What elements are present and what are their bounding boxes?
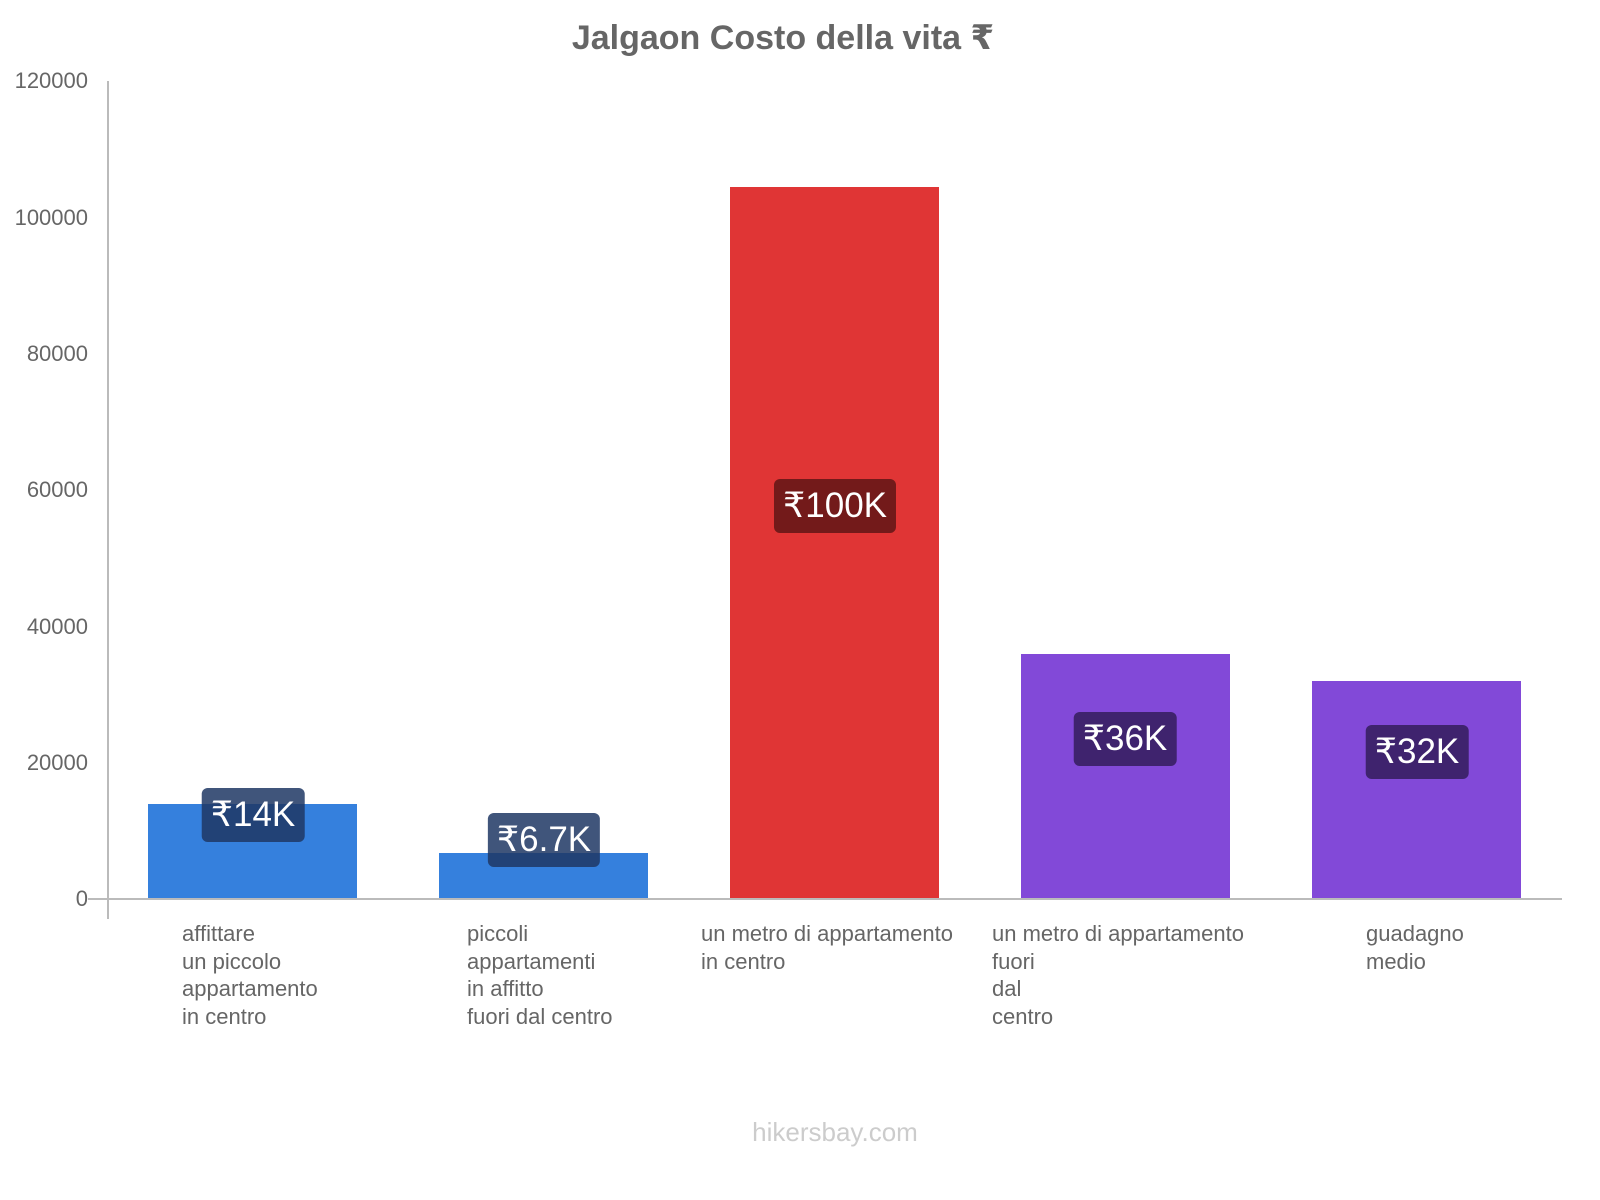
bar-value-label-3: ₹36K (1073, 712, 1177, 766)
bar-value-label-1: ₹6.7K (487, 813, 601, 867)
bar-value-label-2: ₹100K (773, 479, 897, 533)
bar-4 (1312, 680, 1521, 899)
watermark: hikersbay.com (752, 1117, 918, 1147)
x-label-3: un metro di appartamento fuori dal centr… (992, 921, 1244, 1029)
y-tick-20000: 20000 (26, 750, 88, 775)
x-label-2: un metro di appartamento in centro (701, 921, 953, 974)
y-tick-80000: 80000 (26, 341, 88, 366)
x-label-0: affittare un piccolo appartamento in cen… (182, 921, 318, 1029)
chart-title: Jalgaon Costo della vita ₹ (571, 19, 995, 57)
bar-value-label-0: ₹14K (201, 788, 305, 842)
x-label-4: guadagno medio (1366, 921, 1464, 974)
y-tick-40000: 40000 (26, 614, 88, 639)
y-tick-0: 0 (75, 886, 88, 911)
x-label-1: piccoli appartamenti in affitto fuori da… (467, 921, 613, 1029)
y-axis-line (107, 81, 109, 919)
y-tick-60000: 60000 (26, 477, 88, 502)
y-tick-100000: 100000 (14, 205, 88, 230)
y-tick-120000: 120000 (14, 68, 88, 93)
x-axis-line (88, 898, 1562, 900)
bar-value-label-4: ₹32K (1365, 725, 1469, 779)
bar-2 (730, 186, 939, 899)
bar-3 (1021, 653, 1230, 899)
